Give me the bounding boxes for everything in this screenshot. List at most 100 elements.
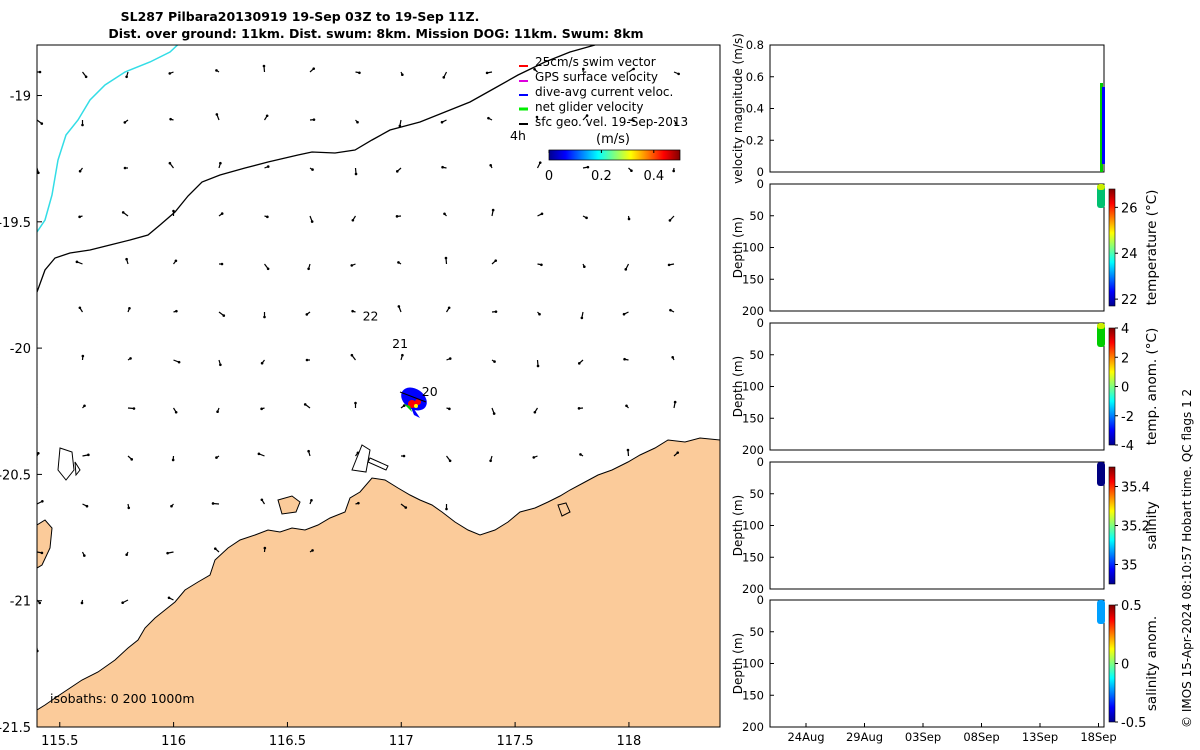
velocity-arrow-head: [395, 215, 399, 218]
velocity-arrow-head: [83, 554, 86, 557]
velocity-arrow-head: [37, 452, 40, 455]
velocity-arrow-head: [222, 314, 226, 317]
velocity-arrow-head: [440, 120, 444, 124]
velocity-arrow-head: [260, 361, 264, 365]
y-tick-label: 200: [742, 582, 764, 596]
x-tick-label: 03Sep: [905, 730, 941, 744]
velocity-arrow-head: [305, 358, 309, 362]
velocity-arrow-head: [174, 259, 178, 263]
velocity-arrow-head: [395, 170, 399, 173]
y-axis-label: Depth (m): [731, 495, 745, 556]
velocity-arrow-head: [121, 601, 124, 605]
velocity-arrow-head: [311, 549, 314, 552]
velocity-arrow-head: [493, 360, 496, 363]
colorbar-tick-label: -4: [1121, 439, 1134, 454]
map-y-tick-labels: -19 -19.5 -20 -20.5 -21 -21.5: [0, 90, 42, 736]
velocity-arrow-head: [215, 456, 218, 459]
y-tick-label: 150: [742, 688, 764, 702]
velocity-arrow-head: [489, 164, 492, 167]
velocity-arrow-head: [673, 400, 677, 404]
map-colorbar: (m/s) 0 0.2 0.4: [545, 132, 681, 184]
colorbar-tick-label: -0.5: [1121, 716, 1146, 731]
velocity-arrow-head: [265, 114, 269, 118]
small-island-left: [37, 519, 53, 569]
map-panel: 115.5 116 116.5 117 117.5 118 -19 -19.5 -20 -20.…: [0, 44, 721, 749]
colorbar-tick-label: 24: [1121, 247, 1138, 262]
legend-entry: dive-avg current veloc.: [535, 85, 673, 99]
velocity-arrow-head: [540, 212, 544, 216]
velocity-arrow-head: [33, 264, 36, 267]
legend-entry: sfc geo. vel. 19-Sep-2013: [535, 115, 688, 129]
velocity-arrow-head: [129, 357, 132, 360]
panel-colorbar: [1108, 327, 1116, 446]
velocity-arrow-head: [624, 268, 628, 271]
map-y-tick-label: -19: [10, 90, 31, 105]
islets-left: [57, 447, 81, 481]
velocity-arrow-head: [443, 212, 446, 216]
y-tick-label: 50: [749, 209, 764, 223]
velocity-arrow-head: [397, 261, 400, 264]
velocity-arrow-head: [220, 262, 224, 266]
velocity-arrow-head: [402, 454, 406, 458]
velocity-arrow-head: [219, 363, 222, 367]
velocity-arrow-head: [448, 357, 452, 360]
velocity-arrow-head: [671, 356, 674, 359]
velocity-arrow-head: [310, 498, 313, 502]
velocity-arrow-head: [40, 551, 44, 555]
y-tick-label: 200: [742, 304, 764, 318]
velocity-arrow-head: [125, 257, 128, 261]
velocity-arrow-head: [444, 256, 448, 260]
velocity-arrow-head: [494, 310, 498, 313]
colorbar-tick-label: 22: [1121, 293, 1138, 308]
panel-frame: [769, 599, 1105, 728]
velocity-arrow-head: [540, 263, 543, 267]
velocity-arrow-head: [401, 353, 404, 357]
island-1: [277, 495, 301, 515]
velocity-arrow-head: [219, 161, 222, 165]
colorbar-tick-label: 0: [1121, 381, 1129, 396]
velocity-arrow-head: [350, 264, 354, 267]
velocity-arrow-head: [669, 308, 672, 312]
colorbar-label: salinity: [1144, 501, 1160, 549]
land-mass: [37, 437, 720, 727]
velocity-arrow-head: [266, 267, 270, 271]
velocity-arrow-head: [441, 165, 444, 169]
velocity-arrow-head: [354, 401, 357, 405]
velocity-arrow-head: [577, 407, 581, 410]
x-tick-label: 29Aug: [846, 730, 883, 744]
velocity-arrow-head: [213, 547, 217, 550]
velocity-arrow-head: [577, 362, 581, 365]
velocity-arrow-head: [87, 453, 90, 457]
velocity-arrow-head: [78, 306, 82, 310]
velocity-arrow-head: [260, 498, 264, 502]
velocity-arrow-head: [38, 70, 42, 74]
velocity-arrow-head: [583, 265, 586, 268]
velocity-arrow-head: [351, 218, 355, 222]
colorbar-label: temp. anom. (°C): [1144, 328, 1160, 445]
y-axis-label: Depth (m): [731, 217, 745, 278]
track-hour-label: 22: [363, 308, 379, 323]
velocity-arrow-head: [586, 165, 590, 169]
velocity-arrow-head: [445, 507, 448, 511]
data-mark: [1097, 184, 1105, 190]
velocity-arrow-head: [356, 451, 360, 455]
map-y-tick-label: -20: [10, 342, 31, 357]
velocity-arrow-head: [585, 114, 589, 117]
velocity-arrow-head: [263, 546, 267, 550]
velocity-arrow-head: [625, 404, 628, 408]
colorbar-label: temperature (°C): [1144, 190, 1160, 306]
y-tick-label: 0: [757, 593, 764, 607]
data-mark: [1097, 323, 1105, 329]
colorbar-tick-label: 35.2: [1121, 520, 1150, 535]
velocity-arrow-head: [262, 64, 266, 68]
track-hour-label: 21: [392, 336, 408, 351]
y-tick-label: 200: [742, 720, 764, 734]
velocity-arrow-head: [487, 116, 490, 120]
x-tick-label: 08Sep: [963, 730, 999, 744]
map-x-tick-label: 116.5: [269, 734, 306, 749]
velocity-arrow-head: [676, 451, 680, 454]
velocity-arrow-head: [447, 306, 451, 310]
colorbar-tick-label: -2: [1121, 410, 1134, 425]
colorbar-tick-label: 4: [1121, 322, 1129, 337]
